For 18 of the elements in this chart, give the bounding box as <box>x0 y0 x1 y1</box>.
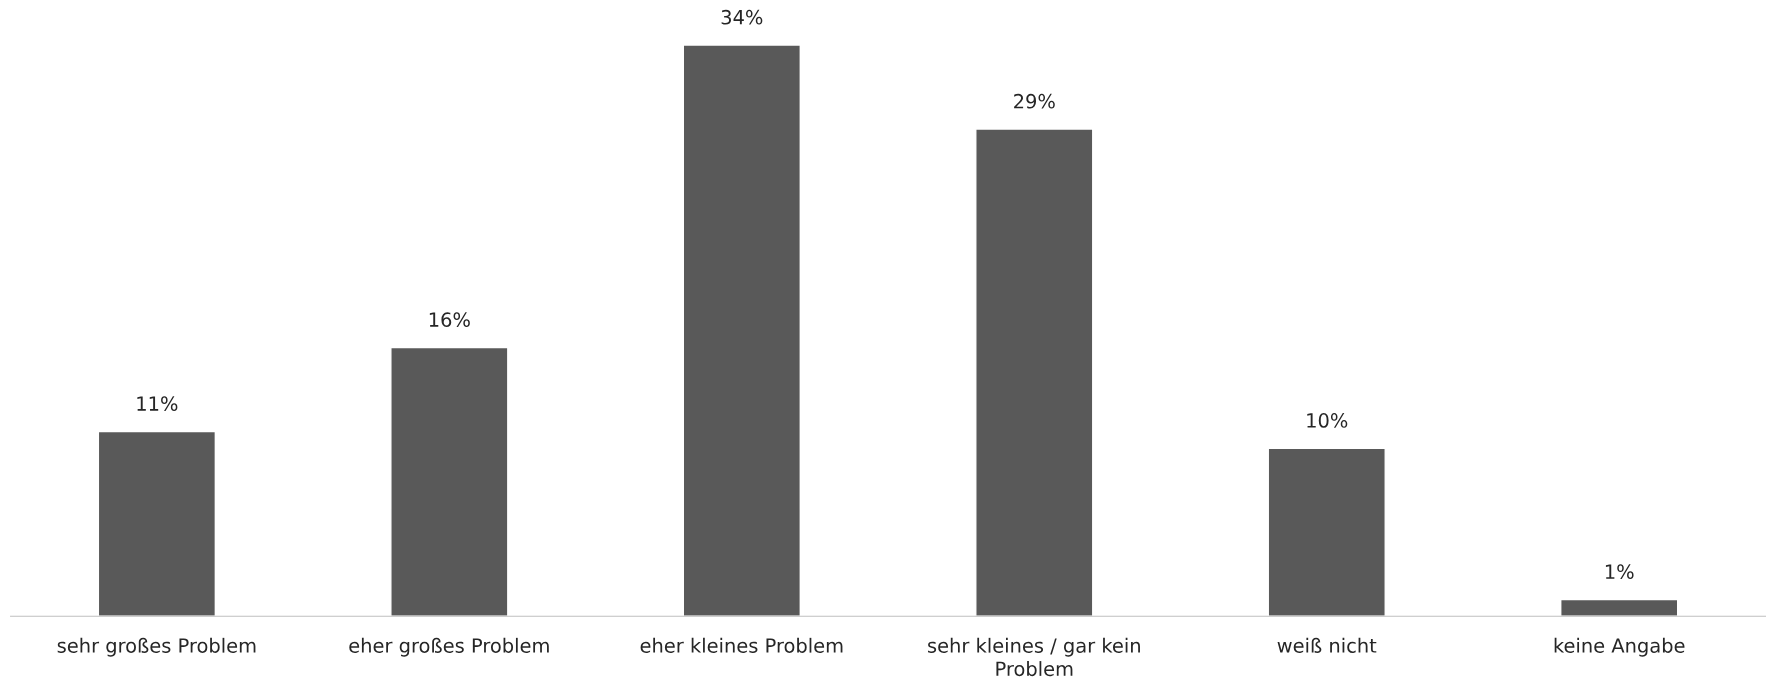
x-tick-label: weiß nicht <box>1277 637 1377 653</box>
x-tick-label: eher kleines Problem <box>640 637 843 653</box>
bar <box>1267 447 1386 617</box>
data-label: 11% <box>137 396 178 412</box>
x-tick-label: eher großes Problem <box>349 637 549 657</box>
bar <box>390 346 509 617</box>
x-tick-label: sehr kleines / gar kein Problem <box>928 637 1140 677</box>
bar <box>682 44 801 617</box>
data-label: 29% <box>1014 93 1055 109</box>
bar <box>97 430 217 617</box>
data-label: 34% <box>721 9 763 25</box>
data-label: 1% <box>1605 564 1634 580</box>
x-tick-label: keine Angabe <box>1554 637 1685 657</box>
data-label: 16% <box>429 312 470 327</box>
x-tick-label: sehr großes Problem <box>57 637 256 657</box>
bar <box>1560 598 1679 617</box>
data-label: 10% <box>1307 413 1348 428</box>
bar <box>975 128 1094 617</box>
